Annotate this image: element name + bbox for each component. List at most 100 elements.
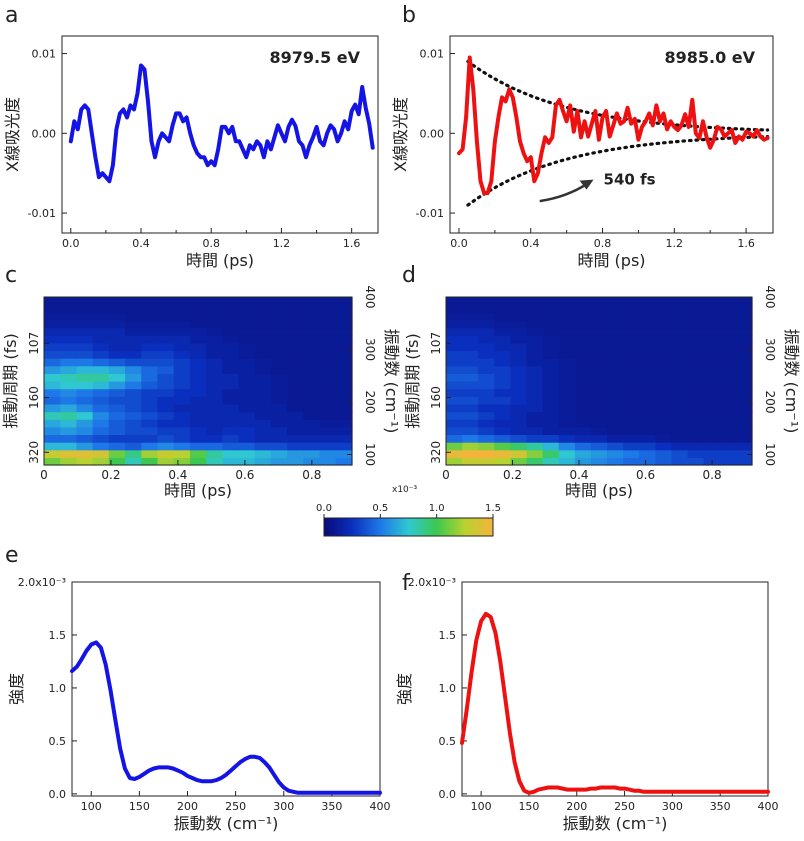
heatmap-cell — [542, 319, 560, 329]
heatmap-cell — [206, 442, 223, 451]
heatmap-cell — [222, 457, 240, 466]
heatmap-cell — [254, 457, 272, 466]
heatmap-cell — [446, 373, 463, 382]
heatmap-cell — [76, 304, 94, 313]
heatmap-cell — [60, 350, 78, 359]
heatmap-cell — [125, 312, 142, 321]
heatmap-cell — [494, 434, 512, 443]
x-tick-label: 100 — [471, 800, 492, 813]
heatmap-cell — [254, 396, 272, 405]
heatmap-cell — [157, 312, 175, 321]
heatmap-cell — [335, 426, 353, 436]
heatmap-cell — [671, 388, 689, 397]
heatmap-cell — [108, 319, 126, 329]
heatmap-cell — [335, 327, 353, 336]
heatmap-cell — [671, 434, 689, 443]
heatmap-cell — [173, 396, 191, 405]
heatmap-cell — [510, 449, 528, 458]
heatmap-cell — [44, 419, 61, 428]
heatmap-cell — [254, 358, 272, 367]
heatmap-cell — [270, 365, 288, 374]
heatmap-cell — [446, 358, 463, 367]
heatmap-cell — [254, 434, 272, 443]
heatmap-cell — [92, 449, 110, 458]
heatmap-cell — [623, 327, 640, 336]
heatmap-cell — [703, 419, 721, 428]
heatmap-cell — [125, 411, 142, 420]
heatmap-cell — [719, 358, 737, 367]
heatmap-cell — [703, 434, 721, 443]
heatmap-cell — [60, 297, 78, 306]
heatmap-cell — [173, 434, 191, 443]
heatmap-cell — [189, 335, 207, 344]
heatmap-cell — [141, 373, 159, 382]
heatmap-cell — [703, 373, 721, 382]
heatmap-cell — [687, 297, 705, 306]
heatmap-cell — [173, 342, 191, 352]
heatmap-cell — [558, 388, 576, 397]
heatmap-cell — [303, 335, 321, 344]
heatmap-cell — [335, 396, 353, 405]
heatmap-cell — [92, 426, 110, 436]
heatmap-cell — [76, 442, 94, 451]
heatmap-cell — [92, 411, 110, 420]
heatmap-cell — [607, 457, 624, 466]
heatmap-cell — [703, 396, 721, 405]
heatmap-cell — [510, 396, 528, 405]
heatmap-cell — [655, 419, 673, 428]
heatmap-cell — [157, 350, 175, 359]
x-tick-label: 0.6 — [636, 468, 655, 482]
heatmap-cell — [287, 319, 304, 329]
heatmap-cell — [60, 342, 78, 352]
y-axis-label: X線吸光度 — [3, 97, 22, 172]
panel-label-c: c — [5, 263, 17, 288]
heatmap-cell — [494, 449, 512, 458]
heatmap-cell — [478, 381, 495, 390]
heatmap-cell — [639, 365, 656, 374]
heatmap-cell — [735, 381, 753, 390]
heatmap-cell — [222, 442, 240, 451]
x-tick-label: 100 — [81, 800, 102, 813]
heatmap-cell — [462, 319, 479, 329]
heatmap-cell — [494, 304, 512, 313]
heatmap-cell — [319, 388, 337, 397]
heatmap-cell — [222, 396, 240, 405]
heatmap-cell — [287, 312, 304, 321]
energy-annotation: 8979.5 eV — [269, 48, 360, 67]
heatmap-cell — [254, 403, 272, 413]
heatmap-cell — [60, 312, 78, 321]
x-tick-label: 0.8 — [703, 468, 722, 482]
heatmap-cell — [157, 373, 175, 382]
heatmap-cell — [206, 449, 223, 458]
heatmap-cell — [478, 388, 495, 397]
heatmap-cell — [108, 350, 126, 359]
heatmap-cell — [335, 335, 353, 344]
heatmap-cell — [671, 449, 689, 458]
heatmap-cell — [206, 335, 223, 344]
heatmap-cell — [157, 319, 175, 329]
heatmap-cell — [655, 297, 673, 306]
heatmap-cell — [478, 442, 495, 451]
heatmap-cell — [125, 297, 142, 306]
heatmap-cell — [526, 319, 544, 329]
y-tick-right-label: 100 — [763, 443, 777, 466]
heatmap-cell — [590, 403, 608, 413]
heatmap-cell — [703, 381, 721, 390]
heatmap-cell — [655, 388, 673, 397]
heatmap-cell — [558, 381, 576, 390]
heatmap-cell — [623, 365, 640, 374]
heatmap-cell — [494, 396, 512, 405]
heatmap-cell — [125, 403, 142, 413]
y-axis-label: 強度 — [395, 673, 414, 705]
heatmap-cell — [526, 365, 544, 374]
heatmap-cell — [141, 365, 159, 374]
x-tick-label: 250 — [225, 800, 246, 813]
heatmap-cell — [108, 342, 126, 352]
x-tick-label: 1.2 — [273, 237, 291, 250]
chart-panel-c: 0 0.2 0.4 0.6 0.8 107 160 320 400 300 200 100 時間 (ps… — [1, 286, 401, 500]
heatmap-cell — [254, 442, 272, 451]
heatmap-cell — [319, 442, 337, 451]
heatmap-cell — [189, 411, 207, 420]
heatmap-cell — [735, 426, 753, 436]
heatmap-cell — [125, 342, 142, 352]
